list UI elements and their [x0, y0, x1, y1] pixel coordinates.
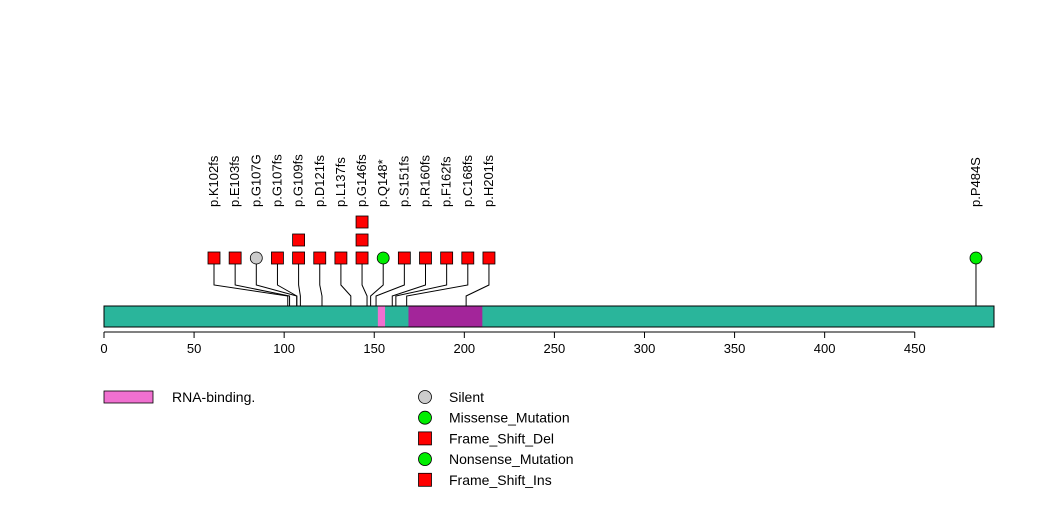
legend-marker-square [418, 431, 432, 446]
mutation-marker-square [355, 251, 369, 265]
x-tick-label: 200 [453, 341, 475, 356]
legend-domain-swatch [103, 390, 154, 404]
x-tick-label: 450 [904, 341, 926, 356]
legend-marker-circle [418, 452, 432, 467]
mutation-label: p.S151fs [396, 155, 411, 207]
mutation-label: p.D121fs [312, 154, 327, 207]
mutation-label: p.L137fs [333, 157, 348, 207]
x-tick-label: 300 [634, 341, 656, 356]
mutation-marker-square [313, 251, 327, 265]
x-tick-label: 150 [363, 341, 385, 356]
mutation-label: p.P484S [968, 157, 983, 207]
mutation-marker-circle [969, 251, 983, 265]
mutation-marker-circle [249, 251, 263, 265]
mutation-label: p.H201fs [481, 154, 496, 207]
mutation-marker-square [228, 251, 242, 265]
protein-backbone [103, 305, 995, 328]
x-tick-label: 350 [724, 341, 746, 356]
mutation-labels: p.K102fs p.E103fs p.G107G p.G107fs p.G109fs p… [206, 154, 983, 207]
domain-region-1 [408, 306, 483, 327]
mutation-label: p.K102fs [206, 155, 221, 207]
mutation-label: p.G146fs [354, 154, 369, 207]
legend-domain-label: RNA-binding. [172, 389, 255, 405]
mutation-label: p.G107G [248, 154, 263, 207]
legend-mutation-label: Silent [449, 389, 484, 405]
mutation-label: p.C168fs [460, 154, 475, 207]
x-tick-label: 250 [544, 341, 566, 356]
mutation-label: p.Q148* [375, 159, 390, 207]
legend-mutation-label: Frame_Shift_Ins [449, 472, 552, 488]
mutation-label: p.R160fs [418, 154, 433, 207]
legend-mutation-label: Frame_Shift_Del [449, 430, 554, 446]
domain-legend: RNA-binding. [103, 389, 255, 405]
domain-region-0 [377, 306, 386, 327]
mutation-marker-square [207, 251, 221, 265]
mutation-label: p.G109fs [291, 154, 306, 207]
x-tick-label: 400 [814, 341, 836, 356]
mutation-marker-circle [376, 251, 390, 265]
mutation-marker-square [355, 215, 369, 229]
legend-marker-circle [418, 390, 432, 404]
mutation-marker-square [292, 251, 306, 265]
x-axis: 0 50 100 150 200 250 300 350 400 450 [100, 331, 926, 356]
x-tick-label: 50 [187, 341, 201, 356]
legend-mutation-label: Missense_Mutation [449, 410, 570, 426]
mutation-markers [207, 215, 983, 265]
protein-track [103, 305, 995, 328]
mutation-marker-square [334, 251, 348, 265]
mutation-marker-square [271, 251, 284, 265]
x-tick-label: 100 [273, 341, 295, 356]
legend-marker-circle [418, 410, 432, 425]
mutation-marker-square [461, 251, 475, 265]
mutation-legend: Silent Missense_Mutation Frame_Shift_Del No… [418, 389, 574, 488]
mutation-marker-square [440, 251, 454, 265]
legend-marker-square [418, 472, 432, 487]
mutation-label: p.F162fs [439, 156, 454, 207]
mutation-marker-square [419, 251, 432, 265]
mutation-label: p.G107fs [269, 154, 284, 207]
legend-mutation-label: Nonsense_Mutation [449, 451, 574, 467]
protein-outline [103, 305, 995, 328]
mutation-label: p.E103fs [227, 155, 242, 207]
x-tick-label: 0 [100, 341, 107, 356]
mutation-marker-square [482, 251, 496, 265]
mutation-marker-square [397, 251, 411, 265]
mutation-marker-square [292, 233, 306, 247]
mutation-marker-square [355, 233, 369, 247]
